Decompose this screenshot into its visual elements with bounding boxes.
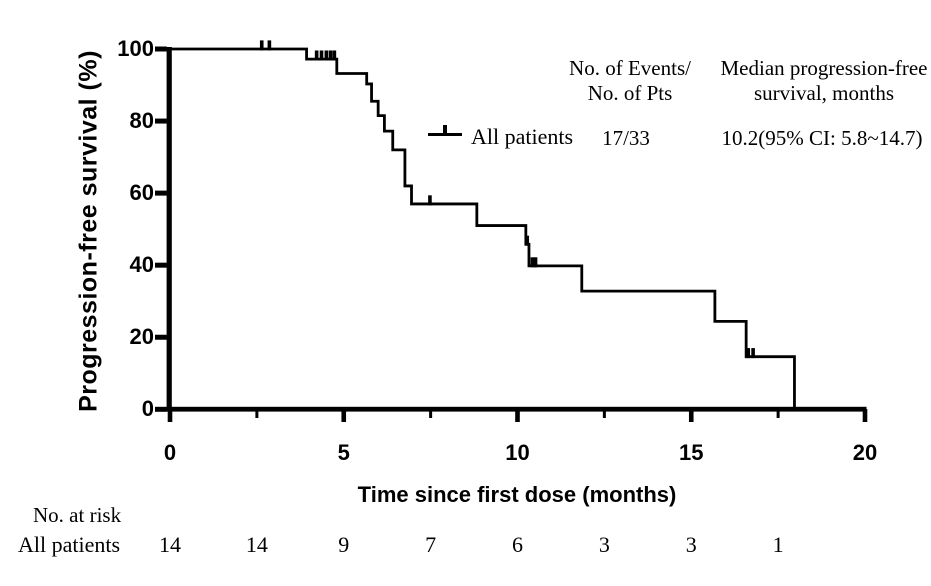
x-tick-label: 15 [679, 440, 704, 465]
x-axis-minor-tick [602, 409, 606, 418]
y-axis-tick [155, 46, 167, 52]
risk-table-value: 7 [425, 532, 437, 557]
legend-series-symbol-icon [428, 125, 462, 136]
legend-series-label: All patients [471, 124, 574, 149]
legend-header-median-line2: survival, months [753, 81, 894, 105]
y-axis-tick [155, 262, 167, 268]
risk-table-value: 14 [245, 532, 268, 557]
censor-tick [530, 257, 535, 268]
legend-header-median: Median progression-free survival, months [720, 56, 927, 106]
x-axis-minor-tick [255, 409, 259, 418]
y-tick-label: 100 [117, 36, 154, 61]
risk-table-title: No. at risk [33, 503, 122, 527]
legend-header-events-line2: No. of Pts [587, 81, 673, 105]
x-axis-major-tick [688, 409, 694, 422]
y-tick-label: 20 [129, 324, 154, 350]
legend-header-median-line1: Median progression-free [720, 56, 928, 80]
y-tick-label: 0 [141, 396, 154, 422]
risk-table-value: 1 [772, 532, 784, 557]
legend-header-events-line1: No. of Events/ [569, 56, 691, 80]
censor-tick [259, 40, 264, 51]
risk-table-row-label: All patients [18, 532, 121, 557]
x-axis-major-tick [341, 409, 347, 422]
legend-events-value: 17/33 [602, 126, 650, 150]
risk-table-value: 3 [685, 532, 697, 557]
x-tick-label: 20 [852, 440, 878, 465]
censor-tick [267, 40, 272, 51]
x-tick-label: 0 [163, 440, 177, 465]
censor-tick [525, 235, 530, 246]
censor-tick [428, 195, 432, 206]
x-axis-minor-tick [429, 409, 433, 418]
y-axis-tick [155, 406, 167, 412]
censor-tick [533, 257, 538, 268]
y-tick-label: 40 [129, 252, 154, 278]
censor-tick [328, 50, 333, 61]
risk-table-value: 9 [338, 532, 350, 557]
y-tick-label: 80 [129, 108, 154, 134]
km-step-curve [170, 47, 796, 410]
censor-tick [746, 348, 751, 359]
risk-table-value: 3 [598, 532, 610, 557]
x-axis-title: Time since first dose (months) [357, 482, 677, 507]
x-axis-minor-tick [776, 409, 780, 418]
legend-symbol-censor-tick [443, 125, 447, 136]
legend-header-events: No. of Events/ No. of Pts [569, 56, 691, 106]
censor-tick [319, 50, 324, 61]
censor-tick [314, 50, 319, 61]
y-axis-tick [155, 334, 167, 340]
y-axis-tick [155, 190, 167, 196]
y-axis-tick [155, 118, 167, 124]
x-tick-label: 10 [505, 440, 530, 465]
x-axis-major-tick [167, 409, 173, 422]
x-axis-major-tick [862, 409, 868, 422]
y-tick-label: 60 [129, 180, 154, 206]
x-tick-label: 5 [337, 440, 350, 465]
censor-tick [324, 50, 329, 61]
legend-median-value: 10.2(95% CI: 5.8~14.7) [721, 126, 923, 150]
censor-tick [332, 50, 337, 61]
y-axis-title: Progression-free survival (%) [74, 50, 103, 412]
y-axis-line [166, 47, 172, 411]
risk-table-value: 6 [512, 532, 523, 557]
risk-table-value: 14 [159, 532, 181, 557]
x-axis-major-tick [515, 409, 520, 422]
censor-tick [751, 348, 755, 359]
